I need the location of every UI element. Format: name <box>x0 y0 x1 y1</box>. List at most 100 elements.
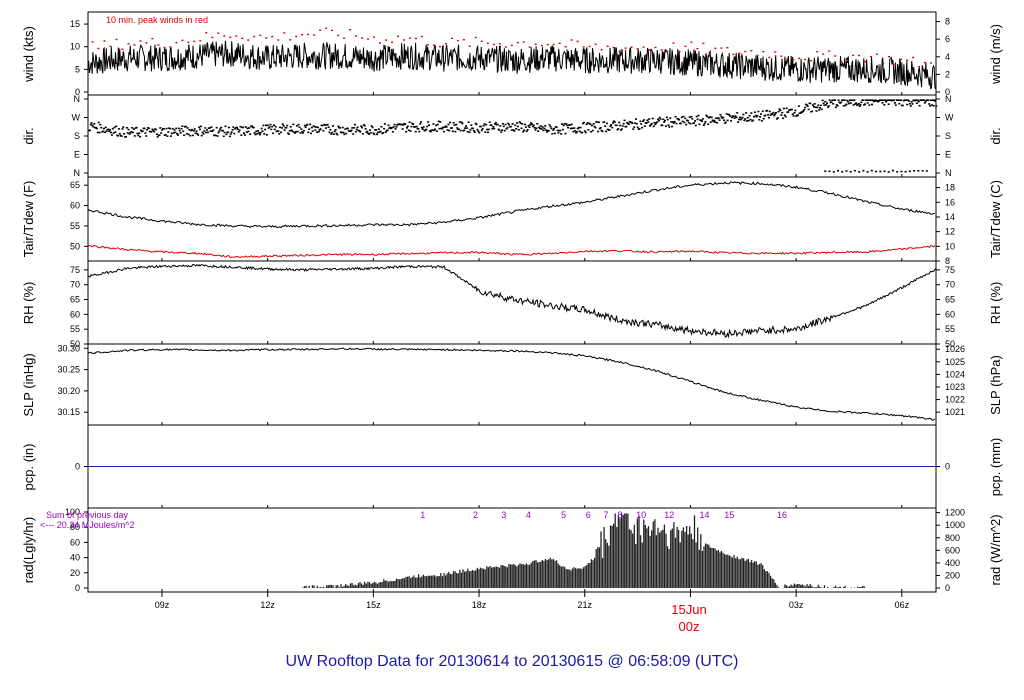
dir-point <box>335 132 338 135</box>
dir-point <box>687 121 690 124</box>
dir-point <box>643 125 646 127</box>
dir-point <box>502 125 505 128</box>
dir-point <box>921 170 924 172</box>
dir-point <box>720 115 723 118</box>
dir-point <box>530 122 533 124</box>
wind-peak-point <box>157 44 160 46</box>
dir-point <box>634 122 637 124</box>
dir-point <box>642 120 644 122</box>
dir-point <box>596 121 599 123</box>
dir-point <box>435 124 437 127</box>
dir-point <box>505 128 508 130</box>
wind-peak-point <box>391 41 393 43</box>
dir-point <box>528 126 531 128</box>
dir-point <box>188 129 191 131</box>
dir-point <box>702 124 705 126</box>
wind-peak-point <box>882 62 885 65</box>
dir-point <box>515 128 518 130</box>
wind-peak-point <box>786 58 789 60</box>
dir-point <box>683 121 686 124</box>
dir-point <box>337 125 340 128</box>
dir-point <box>179 132 182 134</box>
dir-point <box>405 130 408 133</box>
dir-point <box>534 129 537 131</box>
dir-point <box>406 127 408 129</box>
slp-right-tick-label: 1021 <box>945 407 965 417</box>
dir-point <box>619 124 622 127</box>
dir-point <box>118 133 121 135</box>
dir-point <box>531 123 533 125</box>
temp-left-tick-label: 55 <box>70 221 80 231</box>
dir-point <box>738 116 741 119</box>
dir-point <box>253 132 256 134</box>
dir-point <box>665 116 668 119</box>
dir-point <box>667 124 670 126</box>
wind-peak-point <box>876 53 879 55</box>
dir-point <box>591 129 594 132</box>
dir-point <box>631 122 634 125</box>
wind-peak-point <box>672 42 675 44</box>
temp-right-label: Tair/Tdew (C) <box>988 180 1003 258</box>
dir-point <box>642 119 645 121</box>
dir-point <box>641 126 644 129</box>
dir-point <box>237 131 240 133</box>
dir-point <box>395 126 398 128</box>
dir-point <box>831 99 834 101</box>
dir-point <box>460 121 463 124</box>
dir-point <box>673 121 676 123</box>
dir-point <box>729 115 732 117</box>
dir-point <box>518 121 521 123</box>
dir-point <box>155 133 158 135</box>
dir-point <box>799 112 802 114</box>
dir-point <box>682 115 685 118</box>
dir-point <box>218 130 221 132</box>
dir-point <box>930 99 932 101</box>
wind-right-tick-label: 2 <box>945 69 950 79</box>
dir-point <box>819 104 822 107</box>
dir-point <box>507 122 510 125</box>
dir-point <box>718 119 721 121</box>
dir-point <box>859 103 862 106</box>
dir-point <box>273 124 275 126</box>
dir-point <box>220 126 223 129</box>
dir-point <box>675 122 678 125</box>
dir-point <box>540 128 543 130</box>
wind-peak-point <box>600 49 603 51</box>
dir-point <box>181 125 184 127</box>
dir-point <box>651 117 654 120</box>
dir-point <box>577 126 580 129</box>
wind-peak-point <box>594 43 597 45</box>
dir-point <box>717 117 720 119</box>
rh-right-tick-label: 60 <box>945 309 955 319</box>
dir-point <box>695 115 698 118</box>
rad-hour-mark: 3 <box>501 510 506 520</box>
dir-point <box>569 127 572 130</box>
wind-peak-point <box>816 51 819 53</box>
dir-point <box>173 129 176 131</box>
wind-peak-point <box>414 37 417 40</box>
dir-point <box>202 133 205 135</box>
dir-point <box>369 132 372 134</box>
dir-point <box>510 129 513 132</box>
wind-peak-point <box>444 43 447 45</box>
dir-point <box>553 127 555 130</box>
dir-point <box>261 130 264 132</box>
dir-point <box>125 127 128 129</box>
dir-point <box>782 107 785 110</box>
x-tick-label: 18z <box>472 600 487 610</box>
dir-point <box>526 128 529 131</box>
dir-point <box>649 125 651 127</box>
dir-right-tick-label: N <box>945 168 952 178</box>
dir-point <box>372 132 375 134</box>
wind-peak-point <box>115 38 118 41</box>
dir-point <box>923 102 926 104</box>
dir-point <box>99 123 102 126</box>
wind-peak-point <box>367 38 369 40</box>
dir-point <box>794 109 797 112</box>
dir-point <box>126 132 129 134</box>
dir-point <box>246 127 249 130</box>
dir-point <box>816 106 819 109</box>
dir-point <box>272 132 275 135</box>
dir-left-tick-label: N <box>74 94 81 104</box>
wind-peak-point <box>492 43 495 46</box>
